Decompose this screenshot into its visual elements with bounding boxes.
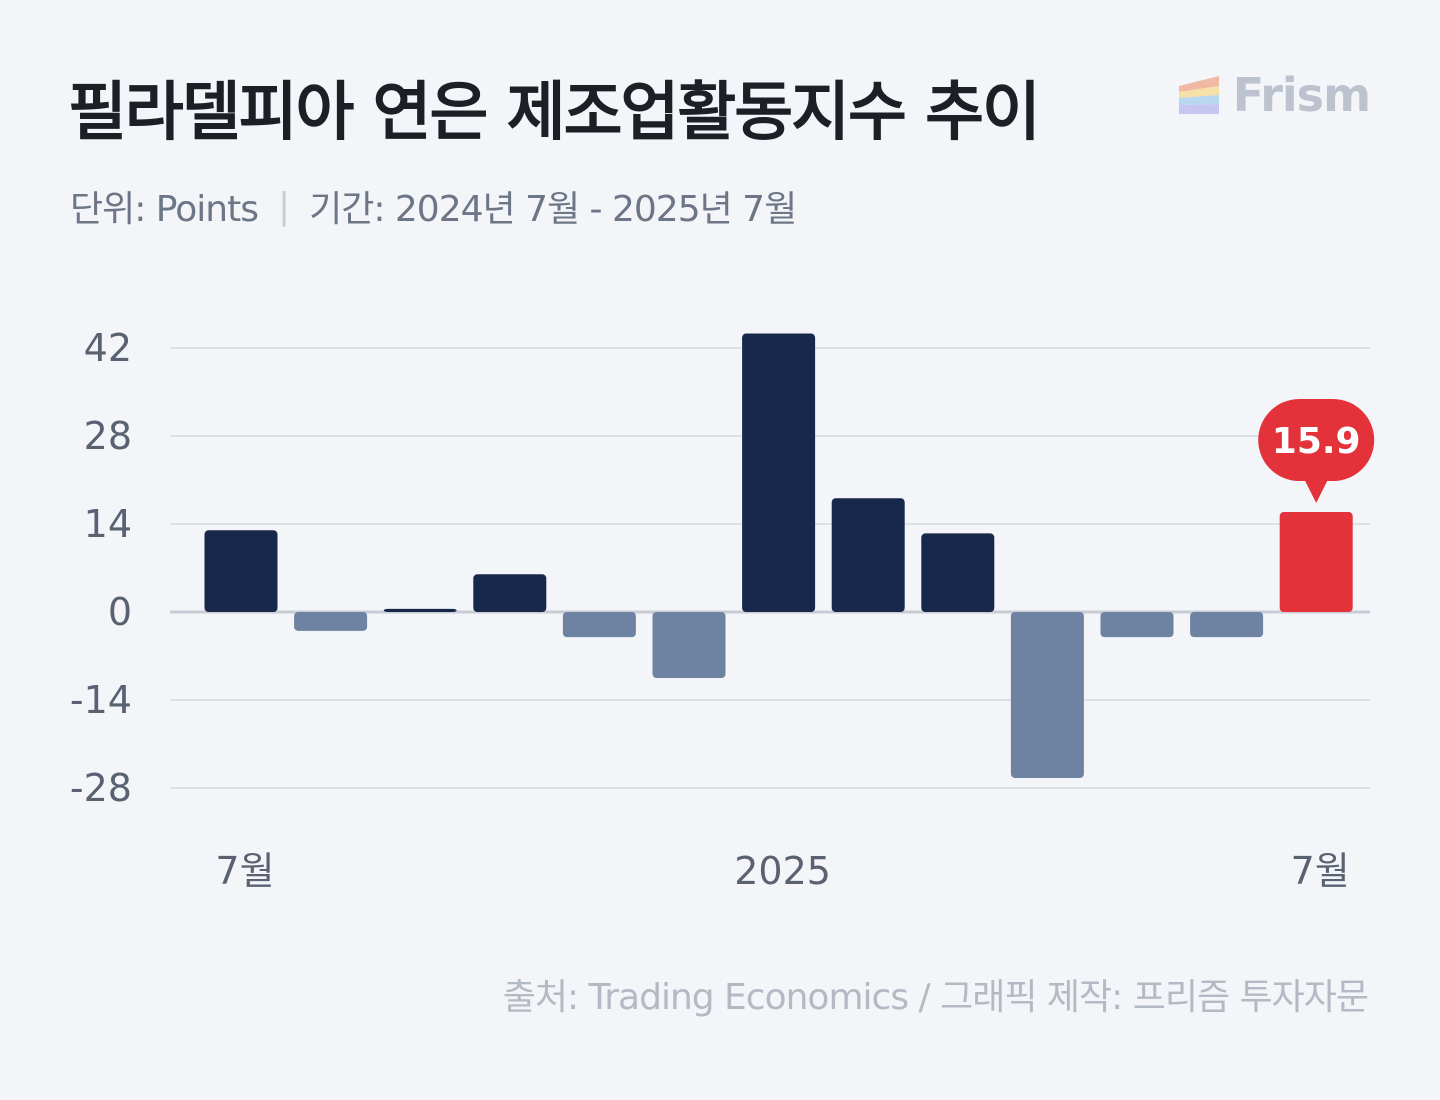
bar-2025-04 <box>1010 612 1084 778</box>
y-tick-label: -14 <box>70 678 132 722</box>
bars <box>204 333 1353 778</box>
subtitle-separator: | <box>277 185 290 227</box>
y-axis-ticks: 42 28 14 0 -14 -28 <box>70 326 132 810</box>
x-tick-label: 7월 <box>215 849 274 893</box>
chart-title: 필라델피아 연은 제조업활동지수 추이 <box>68 76 1041 150</box>
bar-2024-09 <box>383 608 457 612</box>
bar-2024-10 <box>473 574 547 612</box>
bar-2025-01 <box>742 333 816 612</box>
highlight-value-label: 15.9 <box>1272 421 1361 462</box>
bar-2025-05 <box>1100 612 1174 638</box>
bar-2024-12 <box>652 612 726 678</box>
bar-2025-02 <box>831 498 905 612</box>
bar-2024-11 <box>562 612 636 638</box>
x-axis-ticks: 7월 2025 7월 <box>215 849 1349 893</box>
bar-2025-07 <box>1279 512 1353 612</box>
y-tick-label: 42 <box>84 326 132 370</box>
bar-2024-07 <box>204 530 278 612</box>
x-tick-label: 7월 <box>1291 849 1350 893</box>
y-tick-label: 0 <box>108 590 132 634</box>
bar-2025-06 <box>1190 612 1264 638</box>
bar-chart: 42 28 14 0 -14 -28 7월 2025 7월 15.9 <box>70 326 1375 893</box>
x-tick-label: 2025 <box>734 849 831 893</box>
y-tick-label: 14 <box>84 502 132 546</box>
highlight-callout: 15.9 <box>1258 399 1375 504</box>
chart-subtitle: 단위: Points | 기간: 2024년 7월 - 2025년 7월 <box>70 180 797 232</box>
unit-label: 단위: Points <box>70 189 259 230</box>
bar-2024-08 <box>294 612 368 631</box>
y-tick-label: 28 <box>84 414 132 458</box>
source-note: 출처: Trading Economics / 그래픽 제작: 프리즘 투자자문 <box>502 977 1369 1018</box>
brand-logo: Frism <box>1178 68 1371 122</box>
callout-pointer <box>1304 479 1329 504</box>
y-tick-label: -28 <box>70 766 132 810</box>
period-label: 기간: 2024년 7월 - 2025년 7월 <box>309 189 797 230</box>
callout-bubble <box>1258 399 1375 482</box>
prism-stripes-icon <box>1178 76 1219 114</box>
brand-name: Frism <box>1232 68 1371 122</box>
bar-2025-03 <box>921 533 995 612</box>
